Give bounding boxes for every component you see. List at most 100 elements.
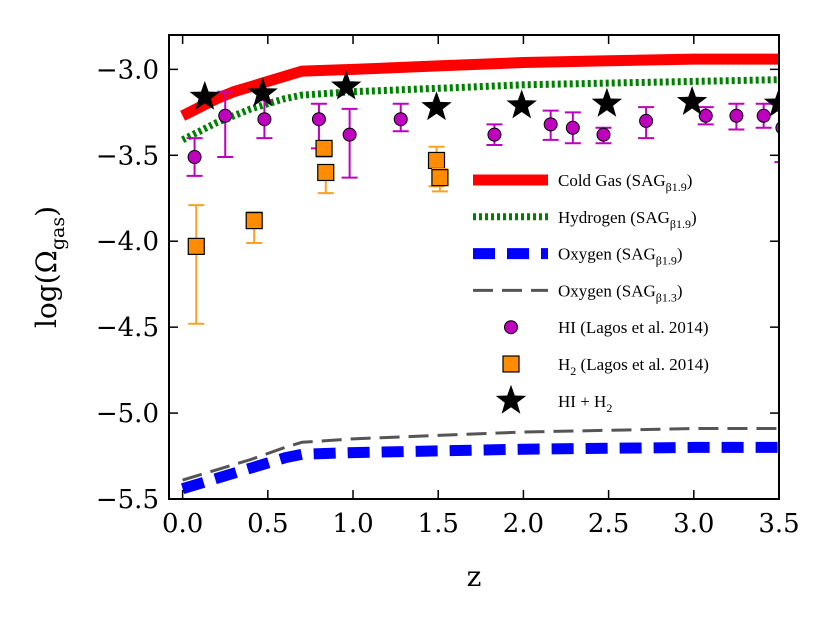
legend-label-post: (Lagos et al. 2014) xyxy=(576,355,709,374)
legend-item-h2-lagos: H2 (Lagos et al. 2014) xyxy=(502,355,709,378)
hi-lagos-point xyxy=(543,117,558,132)
legend-label-sub: 2 xyxy=(570,364,576,378)
hi-lagos-point xyxy=(311,112,326,127)
hi-lagos-point xyxy=(639,113,654,128)
series-layer xyxy=(180,53,779,494)
hi-lagos-point xyxy=(187,150,202,165)
legend-item-cold-gas: Cold Gas (SAGβ1.9) xyxy=(473,171,692,194)
legend-label-text: HI + H xyxy=(558,392,606,411)
legend-label-text: Oxygen (SAG xyxy=(558,245,656,264)
x-tick-label: 2.0 xyxy=(503,509,544,539)
hi-lagos-point xyxy=(393,112,408,127)
legend: Cold Gas (SAGβ1.9)Hydrogen (SAGβ1.9)Oxyg… xyxy=(473,171,709,415)
legend-label-hydrogen: Hydrogen (SAGβ1.9) xyxy=(558,208,697,231)
y-tick-label: −4.5 xyxy=(96,313,159,343)
hi-plus-h2-point xyxy=(506,89,537,119)
cold-gas-series xyxy=(180,53,779,121)
legend-label-text: Hydrogen (SAG xyxy=(558,208,670,227)
h2-lagos-point xyxy=(187,237,205,255)
x-tick-label: 0.5 xyxy=(247,509,288,539)
legend-label-text: HI (Lagos et al. 2014) xyxy=(558,318,709,337)
legend-label-post: ) xyxy=(677,281,683,300)
hi-plus-h2-point xyxy=(331,70,362,100)
cold-gas-line xyxy=(180,53,779,121)
hi-lagos-point xyxy=(596,127,611,142)
h2-lagos-point xyxy=(427,151,446,170)
hi-lagos-point xyxy=(729,108,744,123)
legend-label-text: Oxygen (SAG xyxy=(558,281,656,300)
y-tick-label: −3.5 xyxy=(96,141,159,171)
legend-label-text: Cold Gas (SAG xyxy=(558,171,666,190)
legend-item-hi-plus-h2: HI + H2 xyxy=(495,384,612,415)
h2-lagos-point xyxy=(431,169,449,187)
y-tick-label: −4.0 xyxy=(96,227,159,257)
hi-lagos-point xyxy=(698,108,713,123)
legend-label-oxygen-b13: Oxygen (SAGβ1.3) xyxy=(558,281,683,304)
hi-plus-h2-point xyxy=(189,80,220,110)
x-axis-title: z xyxy=(467,560,482,593)
legend-label-h2-lagos: H2 (Lagos et al. 2014) xyxy=(558,355,709,378)
hi-plus-h2-point xyxy=(591,87,623,117)
x-tick-label: 0.0 xyxy=(162,509,203,539)
y-axis-title-close: ) xyxy=(30,206,63,217)
hi-lagos-point xyxy=(487,127,502,142)
hi-plus-h2-point xyxy=(676,86,708,115)
legend-label-sub: β1.9 xyxy=(666,180,687,194)
legend-label-post: ) xyxy=(687,171,693,190)
plot-area xyxy=(169,35,779,499)
hi-lagos-point xyxy=(775,121,779,134)
hi-plus-h2-point xyxy=(247,77,278,107)
plot-frame xyxy=(168,34,780,500)
legend-item-hydrogen: Hydrogen (SAGβ1.9) xyxy=(473,208,697,231)
legend-swatch-h2-lagos xyxy=(502,355,520,373)
y-tick-label: −5.0 xyxy=(96,399,159,429)
x-tick-label: 2.5 xyxy=(588,509,629,539)
hi-plus-h2-series xyxy=(189,70,779,121)
h2-lagos-point xyxy=(317,163,335,182)
axis-ticks: 0.0 0.5 1.0 1.5 2.0 2.5 3.0 3.5 −3.0 −3.5 −4.0 −4.5… xyxy=(96,35,800,539)
x-tick-label: 1.0 xyxy=(332,509,373,539)
x-tick-label: 3.0 xyxy=(673,509,714,539)
y-tick-label: −5.5 xyxy=(96,485,159,515)
hi-plus-h2-point xyxy=(421,91,452,121)
hi-lagos-point xyxy=(756,108,771,123)
legend-label-post: ) xyxy=(677,245,683,264)
legend-label-sub: 2 xyxy=(606,401,612,415)
legend-label-sub: β1.9 xyxy=(656,254,677,268)
hi-lagos-point xyxy=(342,127,357,142)
y-axis-title-sub: gas xyxy=(47,217,69,250)
legend-label-cold-gas: Cold Gas (SAGβ1.9) xyxy=(558,171,692,194)
legend-label-text: H xyxy=(558,355,570,374)
hi-plus-h2-point xyxy=(763,87,779,117)
hi-lagos-point xyxy=(257,112,272,127)
y-axis-title: log(Ωgas) xyxy=(30,206,69,328)
hi-lagos-series xyxy=(186,90,779,179)
oxygen-b19-series xyxy=(181,441,779,494)
oxygen-b13-line xyxy=(182,427,779,482)
hydrogen-line xyxy=(181,76,779,143)
x-tick-label: 1.5 xyxy=(418,509,459,539)
oxygen-b13-series xyxy=(182,427,779,482)
hi-lagos-point xyxy=(565,120,580,135)
legend-label-sub: β1.3 xyxy=(656,290,677,304)
x-tick-label: 3.5 xyxy=(758,509,799,539)
hi-lagos-point xyxy=(218,108,233,123)
legend-swatch-hi-plus-h2 xyxy=(495,384,527,414)
y-tick-label: −3.0 xyxy=(96,55,159,85)
legend-label-hi-lagos: HI (Lagos et al. 2014) xyxy=(558,318,709,337)
hydrogen-series xyxy=(181,76,779,143)
legend-swatch-hi-lagos xyxy=(504,320,518,335)
h2-lagos-point xyxy=(315,139,333,158)
h2-lagos-series xyxy=(187,139,449,325)
legend-label-sub: β1.9 xyxy=(670,217,691,231)
legend-label-oxygen-b19: Oxygen (SAGβ1.9) xyxy=(558,245,683,268)
legend-item-oxygen-b13: Oxygen (SAGβ1.3) xyxy=(473,281,683,304)
legend-item-hi-lagos: HI (Lagos et al. 2014) xyxy=(504,318,709,337)
h2-lagos-point xyxy=(245,212,263,230)
y-axis-title-base: log(Ω xyxy=(30,250,63,328)
legend-item-oxygen-b19: Oxygen (SAGβ1.9) xyxy=(473,245,683,268)
legend-label-hi-plus-h2: HI + H2 xyxy=(558,392,612,415)
legend-label-post: ) xyxy=(691,208,697,227)
oxygen-b19-line xyxy=(181,441,779,494)
